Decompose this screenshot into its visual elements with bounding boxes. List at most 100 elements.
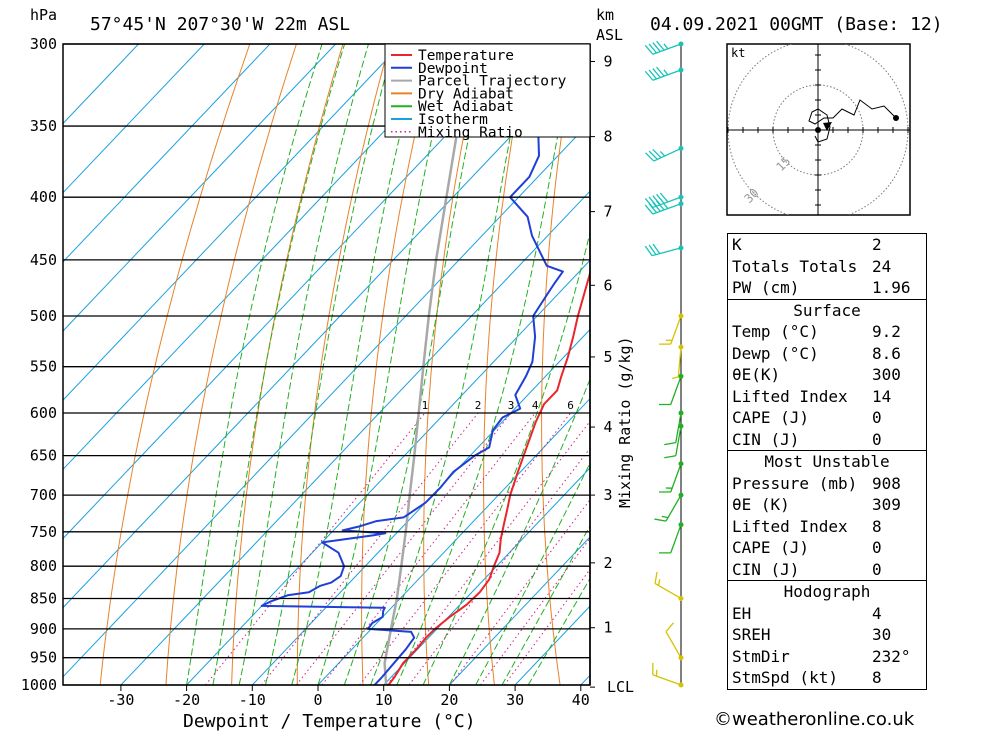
- stat-label: K: [732, 235, 742, 254]
- wind-barb-flag: [648, 150, 658, 160]
- location-title: 57°45'N 207°30'W 22m ASL: [90, 14, 350, 35]
- stat-value: 0: [872, 538, 882, 557]
- wind-barb: [654, 492, 684, 522]
- wind-barb-flag: [652, 148, 662, 159]
- indices-block: K 2 Totals Totals 24 PW (cm) 1.96: [727, 233, 927, 300]
- mixing-ratio-axis-label: Mixing Ratio (g/kg): [616, 336, 634, 508]
- x-axis-label: Dewpoint / Temperature (°C): [183, 711, 476, 732]
- wind-barb: [644, 66, 684, 81]
- stat-row: Dewp (°C) 8.6: [728, 343, 926, 365]
- temp-tick-label: 10: [375, 691, 393, 709]
- wind-barb-half-flag: [672, 376, 679, 379]
- wind-barb-half-flag: [663, 203, 669, 209]
- wind-barb-dot: [678, 522, 684, 528]
- wind-barb-staff: [670, 524, 682, 554]
- hodograph-trace: [808, 99, 897, 143]
- wind-barb-staff: [652, 69, 682, 81]
- temp-tick-label: -30: [107, 691, 134, 709]
- legend-label: Parcel Trajectory: [418, 74, 567, 90]
- mixing-ratio-line: [408, 447, 590, 685]
- wind-barb-staff: [652, 196, 682, 209]
- pressure-tick-label: 550: [30, 358, 57, 376]
- pressure-tick-label: 300: [30, 35, 57, 53]
- wind-barb-dot: [678, 194, 684, 200]
- isotherm-line: [383, 467, 590, 685]
- mixing-ratio-line: [321, 412, 536, 685]
- hodograph-unit-label: kt: [731, 46, 745, 60]
- stat-row: Lifted Index 14: [728, 386, 926, 408]
- legend-label: Temperature: [418, 48, 514, 64]
- datetime-title: 04.09.2021 00GMT (Base: 12): [650, 14, 943, 35]
- wind-barb-flag: [654, 518, 667, 522]
- hodograph-stats-block: Hodograph EH 4 SREH 30 StmDir 232° StmSpd (kt)…: [727, 581, 927, 690]
- asl-label: ASL: [596, 26, 623, 44]
- legend-label: Wet Adiabat: [418, 99, 514, 115]
- stat-row: StmSpd (kt) 8: [728, 667, 926, 689]
- isotherm-line: [63, 44, 534, 540]
- stat-label: SREH: [732, 625, 771, 644]
- pressure-tick-label: 350: [30, 117, 57, 135]
- stat-label: Lifted Index: [732, 516, 848, 536]
- mixing-ratio-line: [296, 412, 512, 685]
- hodograph-stats-title: Hodograph: [783, 582, 871, 601]
- stat-row: Lifted Index 8: [728, 516, 926, 538]
- wind-barb: [659, 522, 684, 554]
- wind-barb-flag: [645, 152, 655, 162]
- wind-barb: [665, 622, 684, 661]
- stat-value: 309: [872, 495, 901, 514]
- isotherm-line: [63, 121, 590, 678]
- stat-row: θE (K) 309: [728, 494, 926, 516]
- stats-panel: K 2 Totals Totals 24 PW (cm) 1.96 Surface Tem…: [727, 233, 927, 690]
- stat-label: StmSpd (kt): [732, 668, 838, 687]
- temp-tick-label: 30: [506, 691, 524, 709]
- hodograph-start-dot: [815, 127, 821, 133]
- km-tick-label: 7: [603, 203, 612, 221]
- mixing-ratio-line: [359, 412, 571, 685]
- mixing-ratio-line: [386, 420, 590, 685]
- stat-row: EH 4: [728, 603, 926, 625]
- wind-barb-staff: [651, 247, 682, 257]
- stat-label: CAPE (J): [732, 408, 810, 427]
- wind-barb-dot: [678, 67, 684, 73]
- stat-value: 0: [872, 559, 882, 579]
- pressure-tick-label: 750: [30, 523, 57, 541]
- stat-value: 300: [872, 365, 901, 384]
- mixing-ratio-label: 20: [678, 399, 691, 412]
- km-tick-label: 8: [603, 128, 612, 146]
- pressure-tick-label: 950: [30, 649, 57, 667]
- mixing-ratio-line: [261, 412, 479, 685]
- wind-barb-flag: [648, 69, 658, 80]
- isotherm-line: [186, 259, 590, 685]
- wind-barb-flag: [648, 203, 658, 214]
- wind-barb-staff: [675, 426, 682, 456]
- wind-barb-dot: [678, 344, 684, 350]
- mixing-ratio-label: 4: [532, 399, 539, 412]
- surface-title: Surface: [793, 300, 861, 320]
- wet-adiabat-line: [238, 44, 369, 685]
- wind-barb: [644, 200, 684, 215]
- stat-row: θE(K) 300: [728, 364, 926, 386]
- wind-barb-staff: [652, 43, 682, 55]
- stat-row: Temp (°C) 9.2: [728, 321, 926, 343]
- credit-text: ©weatheronline.co.uk: [714, 709, 915, 730]
- wind-barb-flag: [654, 571, 658, 584]
- pressure-tick-label: 700: [30, 486, 57, 504]
- temp-tick-label: 20: [440, 691, 458, 709]
- stat-value: 232°: [872, 646, 911, 666]
- wind-barb-flag: [644, 204, 654, 215]
- stat-label: θE (K): [732, 495, 790, 514]
- wind-barb: [654, 571, 684, 601]
- wind-barb-dot: [678, 655, 684, 661]
- temperature-line: [387, 270, 590, 685]
- wind-barb: [659, 461, 684, 493]
- stat-value: 8.6: [872, 343, 901, 363]
- mixing-ratio-label: 6: [567, 399, 574, 412]
- wind-barb-dot: [678, 492, 684, 498]
- wind-barb-half-flag: [661, 515, 669, 519]
- wind-barb: [644, 243, 684, 257]
- stat-value: 8: [872, 668, 882, 687]
- legend-label: Dewpoint: [418, 61, 488, 77]
